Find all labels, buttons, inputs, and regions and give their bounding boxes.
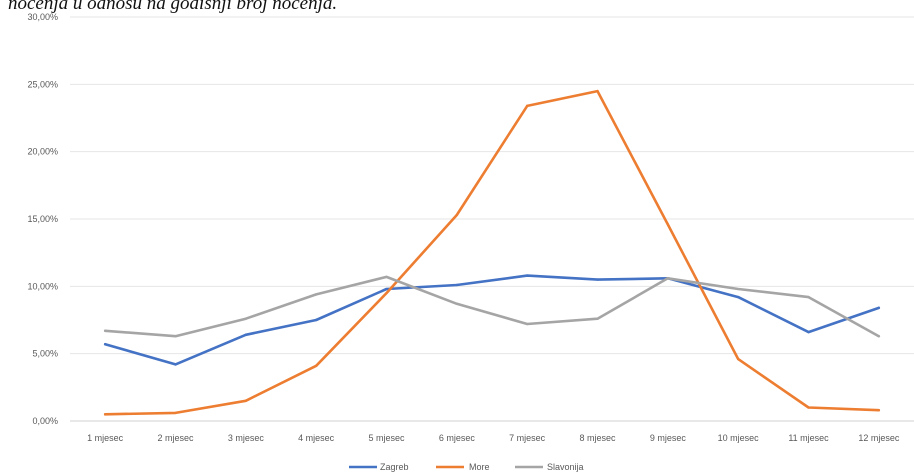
data-point-zagreb bbox=[385, 287, 388, 291]
y-tick-label: 25,00% bbox=[27, 79, 58, 89]
legend-label: Zagreb bbox=[380, 462, 409, 472]
x-tick-label: 3 mjesec bbox=[228, 433, 265, 443]
data-point-more bbox=[666, 223, 670, 226]
data-point-zagreb bbox=[736, 295, 740, 299]
legend-label: Slavonija bbox=[547, 462, 584, 472]
data-point-zagreb bbox=[525, 274, 529, 277]
data-point-zagreb bbox=[877, 306, 881, 310]
data-point-more bbox=[385, 291, 388, 295]
y-tick-label: 20,00% bbox=[27, 147, 58, 157]
data-point-slavonija bbox=[385, 275, 388, 279]
data-point-more bbox=[877, 409, 881, 412]
legend: Zagreb More Slavonija bbox=[349, 462, 584, 472]
x-tick-label: 6 mjesec bbox=[439, 433, 476, 443]
data-point-more bbox=[525, 104, 529, 108]
data-point-more bbox=[174, 411, 177, 415]
data-point-slavonija bbox=[877, 334, 881, 338]
data-point-zagreb bbox=[314, 318, 318, 322]
data-point-slavonija bbox=[244, 317, 248, 320]
caption-text: noćenja u odnosu na godišnji broj noćenj… bbox=[8, 0, 338, 14]
data-point-more bbox=[455, 213, 459, 217]
series-lines bbox=[103, 89, 881, 416]
x-axis-tick-labels: 1 mjesec 2 mjesec 3 mjesec 4 mjesec 5 mjesec… bbox=[87, 433, 900, 443]
data-point-slavonija bbox=[314, 293, 318, 296]
x-tick-label: 7 mjesec bbox=[509, 433, 546, 443]
x-tick-label: 1 mjesec bbox=[87, 433, 124, 443]
series-line-more bbox=[103, 89, 881, 416]
x-tick-label: 9 mjesec bbox=[650, 433, 687, 443]
x-tick-label: 4 mjesec bbox=[298, 433, 335, 443]
x-tick-label: 10 mjesec bbox=[718, 433, 760, 443]
x-tick-label: 2 mjesec bbox=[157, 433, 194, 443]
y-tick-label: 5,00% bbox=[32, 349, 58, 359]
y-tick-label: 10,00% bbox=[27, 281, 58, 291]
x-tick-label: 12 mjesec bbox=[858, 433, 900, 443]
data-point-more bbox=[807, 406, 810, 409]
data-point-more bbox=[314, 364, 318, 367]
data-point-more bbox=[736, 357, 740, 361]
data-point-slavonija bbox=[525, 322, 529, 326]
data-point-more bbox=[596, 89, 599, 93]
data-point-slavonija bbox=[103, 329, 107, 332]
data-point-zagreb bbox=[596, 278, 599, 281]
y-tick-label: 0,00% bbox=[32, 416, 58, 426]
data-point-slavonija bbox=[736, 287, 740, 291]
series-line-slavonija bbox=[103, 275, 881, 338]
y-tick-label: 15,00% bbox=[27, 214, 58, 224]
data-point-more bbox=[244, 399, 248, 402]
data-point-zagreb bbox=[103, 343, 107, 346]
data-point-slavonija bbox=[807, 295, 810, 299]
data-point-zagreb bbox=[174, 363, 177, 366]
series-line-zagreb bbox=[103, 274, 881, 366]
gridlines bbox=[70, 16, 914, 422]
data-point-zagreb bbox=[455, 283, 459, 287]
y-axis-tick-labels: 0,00% 5,00% 10,00% 15,00% 20,00% 25,00% 30,00% bbox=[27, 12, 58, 426]
x-tick-label: 11 mjesec bbox=[788, 433, 829, 443]
data-point-slavonija bbox=[174, 334, 177, 338]
data-point-slavonija bbox=[596, 317, 599, 320]
data-point-slavonija bbox=[666, 277, 670, 280]
legend-label: More bbox=[469, 462, 490, 472]
y-tick-label: 30,00% bbox=[27, 12, 58, 22]
x-tick-label: 5 mjesec bbox=[368, 433, 405, 443]
data-point-more bbox=[103, 413, 107, 416]
data-point-zagreb bbox=[807, 330, 810, 334]
x-tick-label: 8 mjesec bbox=[579, 433, 616, 443]
data-point-slavonija bbox=[455, 302, 459, 306]
data-point-zagreb bbox=[244, 333, 248, 337]
